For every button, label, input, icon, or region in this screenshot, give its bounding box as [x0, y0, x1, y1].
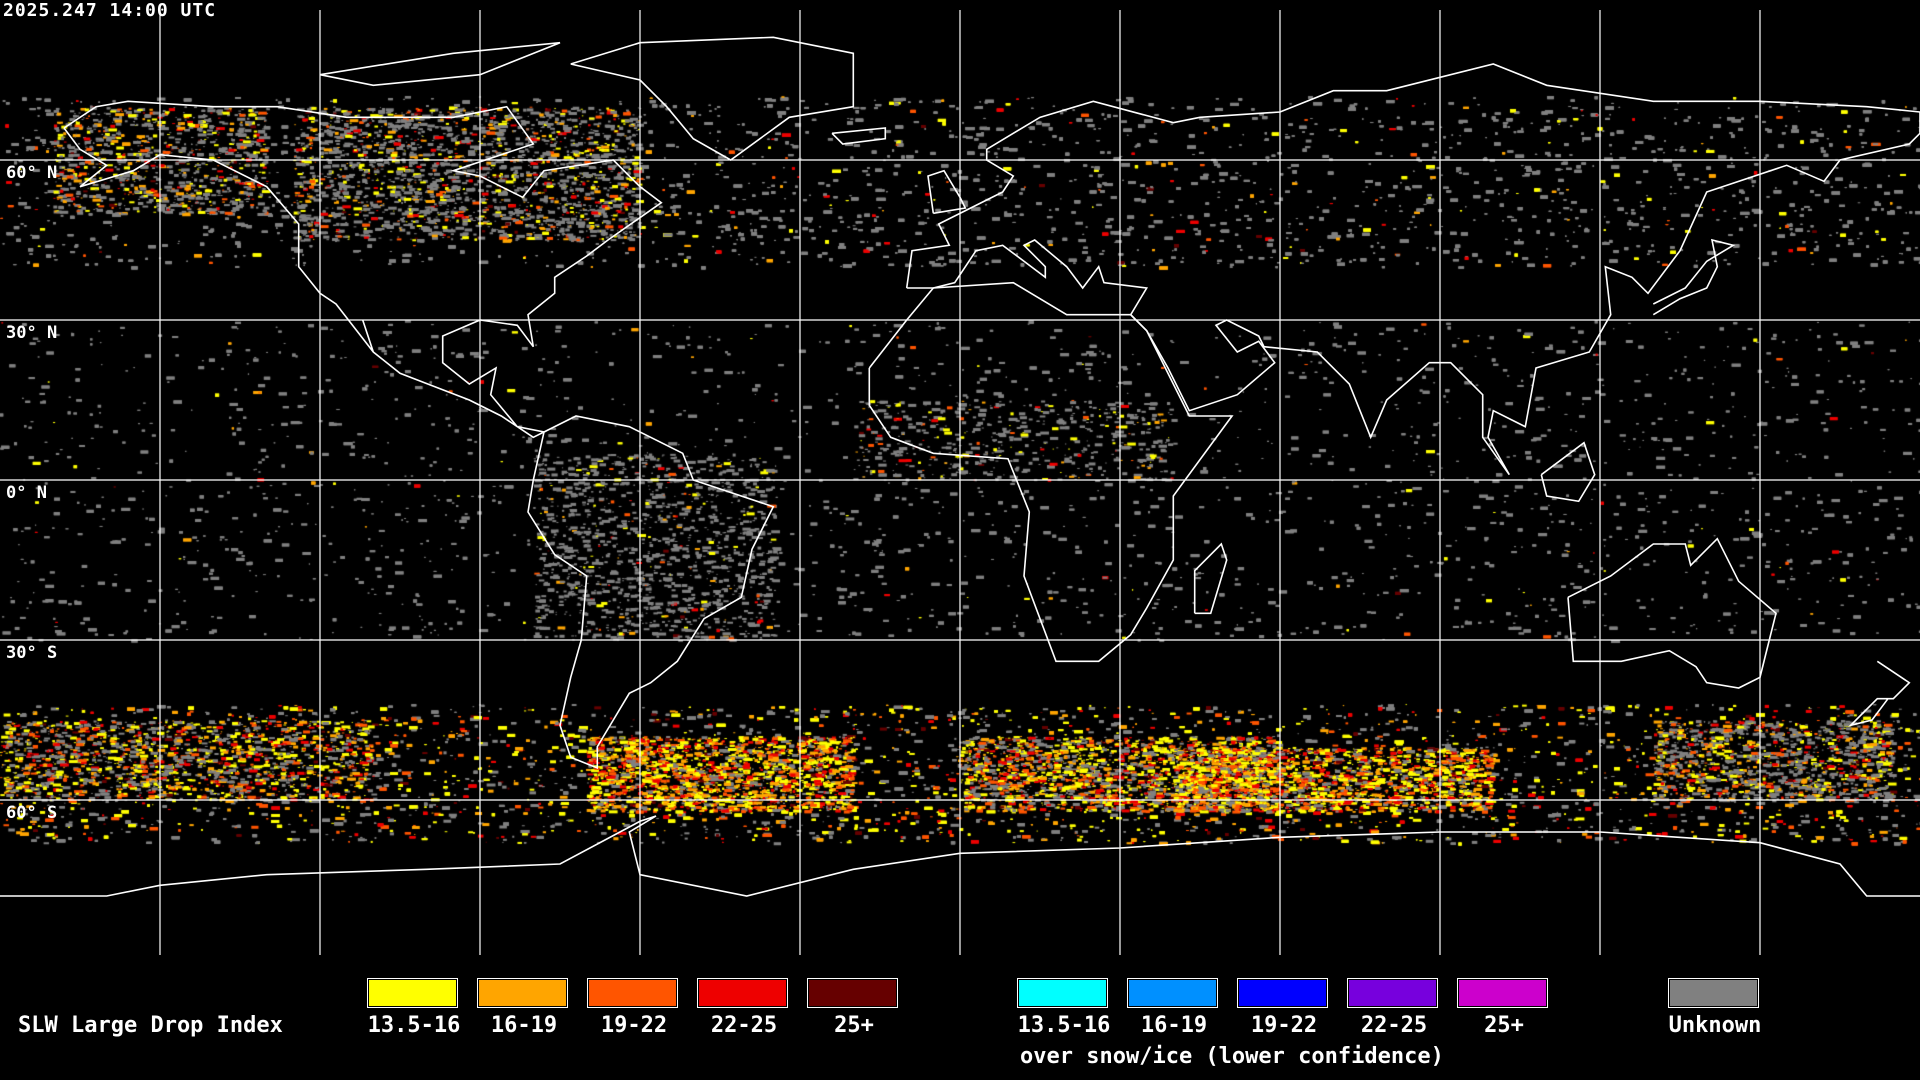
lat-label-30n: 30° N [6, 323, 58, 343]
coastline-africa [868, 281, 1234, 663]
coastline-south-america [527, 415, 775, 770]
unknown-swatch [1668, 978, 1759, 1008]
lat-label-30s: 30° S [6, 643, 58, 663]
coastline-arctic-islands [319, 41, 561, 87]
snow-swatch-13-16 [1017, 978, 1108, 1008]
snow-swatch-22-25 [1347, 978, 1438, 1008]
label-13-16: 13.5-16 [367, 1013, 461, 1038]
label-25plus: 25+ [834, 1013, 874, 1038]
label-22-25: 22-25 [710, 1013, 778, 1038]
snow-label-16-19: 16-19 [1140, 1013, 1208, 1038]
swatch-22-25 [697, 978, 788, 1008]
snow-label-22-25: 22-25 [1360, 1013, 1428, 1038]
swatch-25plus [807, 978, 898, 1008]
snow-swatch-16-19 [1127, 978, 1218, 1008]
satellite-map [0, 0, 1920, 960]
coastlines [0, 36, 1920, 897]
coastline-north-america [63, 100, 663, 439]
snow-swatch-19-22 [1237, 978, 1328, 1008]
label-16-19: 16-19 [490, 1013, 558, 1038]
unknown-label: Unknown [1668, 1013, 1762, 1038]
swatch-13-16 [367, 978, 458, 1008]
coastline-australia [1567, 537, 1777, 689]
snow-swatch-25plus [1457, 978, 1548, 1008]
coastline-new-zealand [1848, 660, 1911, 727]
swatch-16-19 [477, 978, 568, 1008]
coastline-madagascar [1193, 542, 1228, 615]
lat-label-60n: 60° N [6, 163, 58, 183]
lat-label-0n: 0° N [6, 483, 47, 503]
snow-caption: over snow/ice (lower confidence) [1020, 1044, 1444, 1069]
coastline-eurasia [905, 63, 1920, 476]
timestamp: 2025.247 14:00 UTC [3, 0, 217, 21]
lat-label-60s: 60° S [6, 803, 58, 823]
legend-title: SLW Large Drop Index [18, 1013, 283, 1038]
lat-lon-grid [0, 10, 1920, 955]
snow-label-13-16: 13.5-16 [1017, 1013, 1111, 1038]
label-19-22: 19-22 [600, 1013, 668, 1038]
coastline-greenland [570, 36, 855, 161]
coastline-iceland [831, 127, 887, 145]
coastline-japan [1652, 238, 1736, 316]
snow-label-25plus: 25+ [1484, 1013, 1524, 1038]
swatch-19-22 [587, 978, 678, 1008]
snow-label-19-22: 19-22 [1250, 1013, 1318, 1038]
map-overlay [0, 10, 1920, 955]
coastline-borneo [1540, 441, 1596, 503]
